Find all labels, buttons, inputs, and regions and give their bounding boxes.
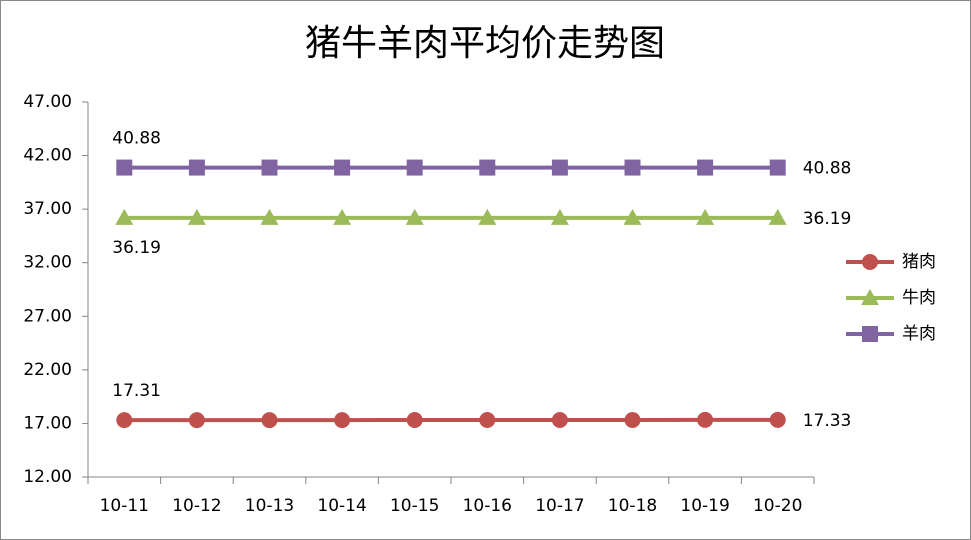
marker [624, 159, 641, 176]
marker [115, 208, 134, 225]
legend-label: 猪肉 [902, 252, 936, 272]
marker [116, 412, 133, 429]
marker [479, 159, 496, 176]
marker [697, 159, 714, 176]
y-tick-label: 12.00 [23, 467, 72, 487]
marker [769, 159, 786, 176]
marker [769, 411, 786, 428]
x-tick-label: 10-13 [245, 496, 294, 516]
marker [406, 159, 423, 176]
marker [188, 159, 205, 176]
marker [334, 412, 351, 429]
data-label: 36.19 [112, 238, 161, 258]
marker [696, 208, 715, 225]
y-tick-label: 32.00 [23, 253, 72, 273]
chart-title: 猪牛羊肉平均价走势图 [305, 23, 665, 64]
x-tick-label: 10-20 [753, 496, 802, 516]
legend-label: 羊肉 [902, 324, 936, 344]
y-tick-label: 37.00 [23, 199, 72, 219]
y-tick-label: 27.00 [23, 306, 72, 326]
marker [551, 159, 568, 176]
marker [624, 412, 641, 428]
legend-label: 牛肉 [902, 288, 936, 308]
data-label: 40.88 [803, 159, 852, 179]
data-label: 36.19 [803, 209, 852, 229]
marker [333, 208, 352, 225]
marker [768, 208, 787, 225]
y-tick-label: 47.00 [23, 92, 72, 112]
x-tick-label: 10-16 [463, 496, 512, 516]
y-tick-label: 42.00 [23, 146, 72, 166]
data-label: 17.33 [803, 411, 852, 431]
x-tick-label: 10-14 [317, 496, 366, 516]
marker [261, 412, 278, 429]
marker [551, 412, 568, 428]
marker [479, 412, 496, 428]
x-tick-label: 10-12 [172, 496, 221, 516]
legend-marker [862, 326, 878, 342]
marker [623, 208, 642, 225]
data-label: 17.31 [112, 381, 161, 401]
x-tick-label: 10-11 [100, 496, 149, 516]
y-tick-label: 17.00 [23, 413, 72, 433]
legend-marker [861, 289, 879, 305]
x-tick-label: 10-19 [680, 496, 729, 516]
marker [260, 208, 279, 225]
marker [405, 208, 424, 225]
x-tick-label: 10-18 [608, 496, 657, 516]
marker [188, 412, 205, 429]
marker [334, 159, 351, 176]
legend-marker [862, 254, 878, 270]
marker [550, 208, 569, 225]
marker [187, 208, 206, 225]
marker [261, 159, 278, 176]
marker [478, 208, 497, 225]
marker [116, 159, 133, 176]
marker [406, 412, 423, 428]
x-tick-label: 10-17 [535, 496, 584, 516]
y-tick-label: 22.00 [23, 360, 72, 380]
data-label: 40.88 [112, 129, 161, 149]
marker [697, 411, 714, 428]
x-tick-label: 10-15 [390, 496, 439, 516]
